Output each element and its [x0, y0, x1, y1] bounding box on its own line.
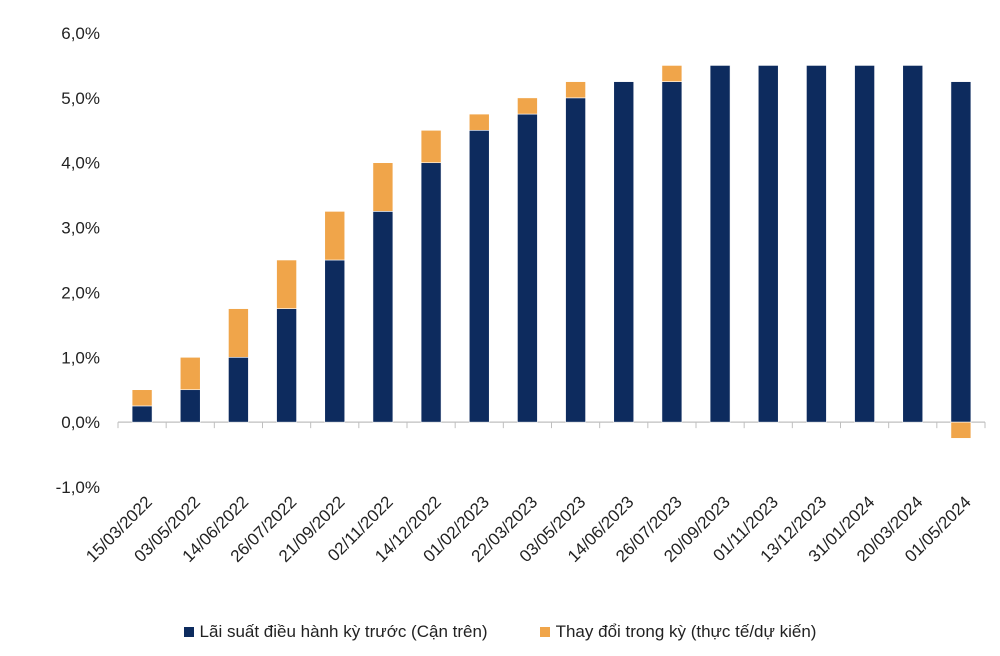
- bar-base-rate: [179, 389, 201, 423]
- bar-base-rate: [468, 129, 490, 423]
- bar-change: [565, 81, 586, 99]
- bar-base-rate: [950, 81, 972, 423]
- bar-base-rate: [276, 308, 297, 423]
- y-tick-label: 0,0%: [61, 413, 100, 432]
- legend-item-series-2: Thay đổi trong kỳ (thực tế/dự kiến): [539, 622, 817, 642]
- bar-base-rate: [902, 65, 924, 423]
- bar-change: [324, 211, 346, 261]
- y-tick-label: 2,0%: [61, 283, 100, 302]
- bar-base-rate: [420, 162, 442, 423]
- bar-base-rate: [517, 113, 538, 423]
- bar-change: [468, 113, 490, 131]
- legend-swatch-series-2: [539, 627, 550, 637]
- bar-base-rate: [131, 405, 153, 423]
- stacked-bar-chart: -1,0%0,0%1,0%2,0%3,0%4,0%5,0%6,0%15/03/2…: [56, 24, 986, 566]
- bar-change: [276, 259, 297, 309]
- legend-label-series-1: Lãi suất điều hành kỳ trước (Cận trên): [199, 622, 488, 641]
- bar-change: [661, 65, 683, 82]
- bar-change: [228, 308, 249, 358]
- bar-base-rate: [613, 81, 635, 423]
- y-tick-label: 1,0%: [61, 348, 100, 367]
- bar-change: [372, 162, 394, 212]
- bar-base-rate: [806, 65, 827, 423]
- bar-change: [517, 97, 538, 115]
- bar-base-rate: [757, 65, 779, 423]
- bar-base-rate: [854, 65, 875, 423]
- bar-change: [420, 129, 442, 164]
- bar-base-rate: [372, 211, 394, 423]
- bar-change: [179, 356, 201, 391]
- legend-item-series-1: Lãi suất điều hành kỳ trước (Cận trên): [183, 622, 488, 642]
- bar-base-rate: [324, 259, 346, 423]
- legend: Lãi suất điều hành kỳ trước (Cận trên) T…: [0, 622, 1000, 642]
- bar-base-rate: [661, 81, 683, 423]
- y-tick-label: 3,0%: [61, 219, 100, 238]
- bar-base-rate: [228, 356, 249, 423]
- legend-swatch-series-1: [183, 627, 194, 637]
- y-tick-label: 5,0%: [61, 89, 100, 108]
- bar-change: [950, 421, 972, 439]
- bar-change: [131, 389, 153, 407]
- y-tick-label: 4,0%: [61, 154, 100, 173]
- bar-base-rate: [565, 97, 586, 423]
- y-tick-label: -1,0%: [56, 478, 100, 497]
- legend-label-series-2: Thay đổi trong kỳ (thực tế/dự kiến): [555, 622, 817, 641]
- bar-base-rate: [709, 65, 731, 423]
- y-tick-label: 6,0%: [61, 24, 100, 43]
